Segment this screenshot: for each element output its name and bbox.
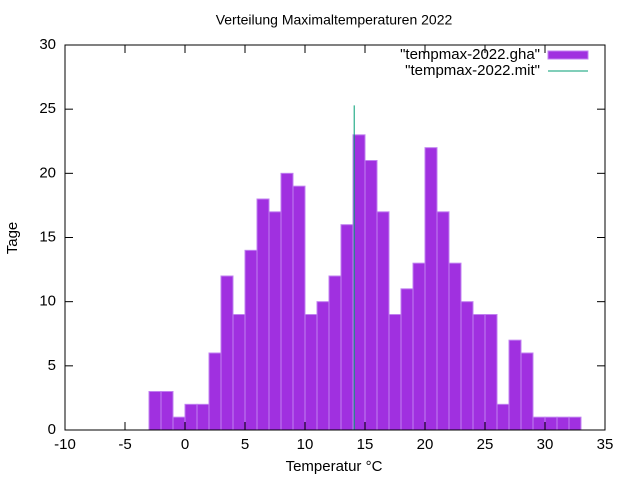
x-tick-label: 30 (537, 436, 554, 453)
x-tick-label: 20 (417, 436, 434, 453)
bar (268, 211, 282, 431)
bar (220, 275, 234, 431)
bar (172, 416, 186, 431)
x-axis-label: Temperatur °C (286, 458, 383, 475)
x-tick-label: 25 (477, 436, 494, 453)
bar (484, 314, 498, 431)
bar (472, 314, 486, 431)
bar (256, 198, 270, 431)
bar (424, 147, 438, 431)
bar (556, 416, 570, 431)
x-tick-label: 35 (597, 436, 614, 453)
y-tick-label: 20 (39, 164, 56, 181)
y-axis-label: Tage (4, 222, 21, 255)
bar (328, 275, 342, 431)
bar (496, 403, 510, 431)
bar (184, 403, 198, 431)
bar (436, 211, 450, 431)
x-tick-label: -10 (54, 436, 76, 453)
bar (196, 403, 210, 431)
legend-swatch (547, 50, 589, 60)
y-tick-label: 10 (39, 293, 56, 310)
bar (364, 160, 378, 431)
chart-title: Verteilung Maximaltemperaturen 2022 (216, 12, 453, 28)
x-tick-label: 5 (241, 436, 249, 453)
x-tick-label: 15 (357, 436, 374, 453)
x-tick-label: 0 (181, 436, 189, 453)
legend-label: "tempmax-2022.mit" (405, 62, 540, 79)
y-tick-label: 15 (39, 228, 56, 245)
bar (460, 301, 474, 431)
bar (400, 288, 414, 431)
legend-label: "tempmax-2022.gha" (400, 46, 540, 63)
bar (412, 262, 426, 431)
bar (568, 416, 582, 431)
bar (280, 172, 294, 431)
x-tick-label: 10 (297, 436, 314, 453)
bar (304, 314, 318, 431)
x-tick-label: -5 (118, 436, 131, 453)
bar (448, 262, 462, 431)
bar (352, 134, 366, 431)
y-tick-label: 25 (39, 100, 56, 117)
bar (232, 314, 246, 431)
bar (292, 185, 306, 431)
bar (544, 416, 558, 431)
bar (388, 314, 402, 431)
bar (244, 249, 258, 431)
y-tick-label: 5 (48, 357, 56, 374)
bar (532, 416, 546, 431)
bar (148, 391, 162, 431)
bar (376, 211, 390, 431)
bar (340, 224, 354, 431)
bar (520, 352, 534, 431)
y-tick-label: 30 (39, 36, 56, 53)
bar (316, 301, 330, 431)
bar (208, 352, 222, 431)
bar (508, 339, 522, 431)
y-tick-label: 0 (48, 421, 56, 438)
bar (160, 391, 174, 431)
